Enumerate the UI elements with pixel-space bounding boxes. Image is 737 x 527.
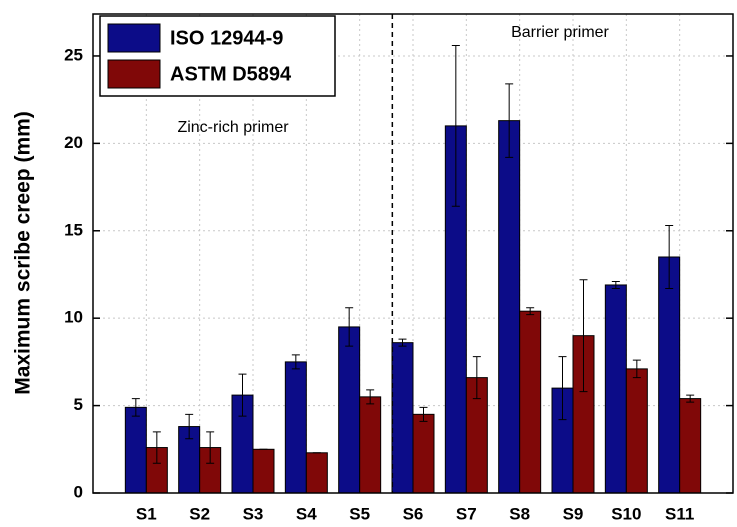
error-bar [611, 280, 620, 289]
y-tick-label: 10 [64, 308, 83, 327]
bar [338, 326, 361, 494]
y-tick-label: 0 [74, 482, 83, 501]
error-bar [345, 307, 354, 347]
error-bar [526, 307, 535, 316]
bar [604, 284, 627, 494]
plot-frame [92, 13, 734, 494]
bar [658, 256, 681, 494]
error-bar [366, 389, 375, 405]
legend-swatch [107, 59, 161, 89]
legend-swatch [107, 23, 161, 53]
error-bar [505, 83, 514, 158]
error-bar [291, 354, 300, 370]
y-tick-label: 15 [64, 220, 83, 239]
error-bar [632, 359, 641, 379]
error-bar [238, 373, 247, 417]
bar [625, 368, 648, 494]
error-bar [185, 413, 194, 440]
y-tick-label: 25 [64, 45, 83, 64]
error-bar [419, 406, 428, 422]
x-tick-label: S9 [563, 504, 584, 523]
error-bar [131, 398, 140, 417]
bar [124, 406, 147, 494]
error-bar [398, 338, 407, 347]
x-tick-label: S4 [296, 504, 317, 523]
error-bar [206, 431, 215, 464]
error-bar [665, 225, 674, 289]
x-tick-label: S8 [509, 504, 530, 523]
x-tick-label: S11 [665, 504, 694, 523]
error-bar [558, 356, 567, 421]
x-tick-label: S2 [189, 504, 210, 523]
error-bar [152, 431, 161, 464]
annotation: Zinc-rich primer [177, 119, 289, 136]
y-tick-label: 5 [74, 395, 83, 414]
error-bar [579, 279, 588, 393]
error-bar [451, 44, 460, 207]
y-axis-label: Maximum scribe creep (mm) [12, 111, 35, 395]
legend-label: ASTM D5894 [170, 63, 292, 85]
bar [498, 120, 521, 494]
x-tick-label: S1 [136, 504, 157, 523]
annotation: Barrier primer [511, 24, 609, 41]
bar [519, 310, 542, 494]
bar [412, 413, 435, 494]
legend-label: ISO 12944-9 [170, 27, 283, 49]
y-tick-label: 20 [64, 133, 83, 152]
bar [391, 342, 414, 494]
bar [359, 396, 382, 494]
error-bar [686, 394, 695, 403]
x-tick-label: S10 [611, 504, 641, 523]
x-tick-label: S5 [349, 504, 370, 523]
bar [679, 398, 702, 494]
bar [305, 452, 328, 494]
x-tick-label: S7 [456, 504, 477, 523]
error-bar [472, 356, 481, 400]
bar [252, 448, 275, 494]
x-tick-label: S3 [243, 504, 264, 523]
bar [284, 361, 307, 494]
x-tick-label: S6 [403, 504, 424, 523]
